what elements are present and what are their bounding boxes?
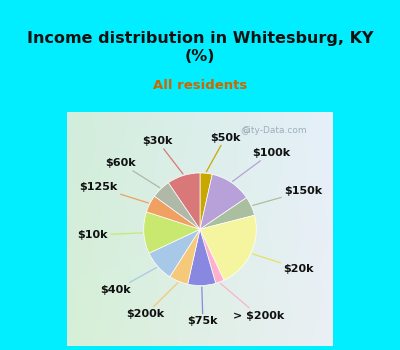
Text: $40k: $40k	[100, 267, 157, 295]
Text: $60k: $60k	[105, 158, 160, 188]
Wedge shape	[200, 215, 256, 280]
Text: $100k: $100k	[232, 148, 290, 181]
Text: $10k: $10k	[78, 230, 142, 240]
Wedge shape	[200, 174, 246, 229]
Wedge shape	[188, 229, 216, 286]
Text: $200k: $200k	[126, 283, 178, 320]
Text: $150k: $150k	[253, 186, 322, 205]
Text: Income distribution in Whitesburg, KY
(%): Income distribution in Whitesburg, KY (%…	[27, 32, 373, 64]
Text: $20k: $20k	[252, 254, 314, 273]
Text: All residents: All residents	[153, 79, 247, 92]
Wedge shape	[168, 173, 200, 229]
Wedge shape	[200, 173, 212, 229]
Text: $125k: $125k	[80, 182, 148, 203]
Wedge shape	[146, 196, 200, 229]
Text: $30k: $30k	[142, 136, 183, 174]
Wedge shape	[149, 229, 200, 277]
Wedge shape	[200, 229, 224, 283]
Text: > $200k: > $200k	[220, 284, 284, 321]
Text: $75k: $75k	[188, 287, 218, 327]
Text: @: @	[241, 126, 250, 135]
Text: City-Data.com: City-Data.com	[242, 126, 307, 135]
Wedge shape	[170, 229, 200, 284]
Wedge shape	[154, 183, 200, 229]
Wedge shape	[200, 198, 254, 229]
Text: $50k: $50k	[206, 133, 240, 172]
Wedge shape	[144, 212, 200, 253]
